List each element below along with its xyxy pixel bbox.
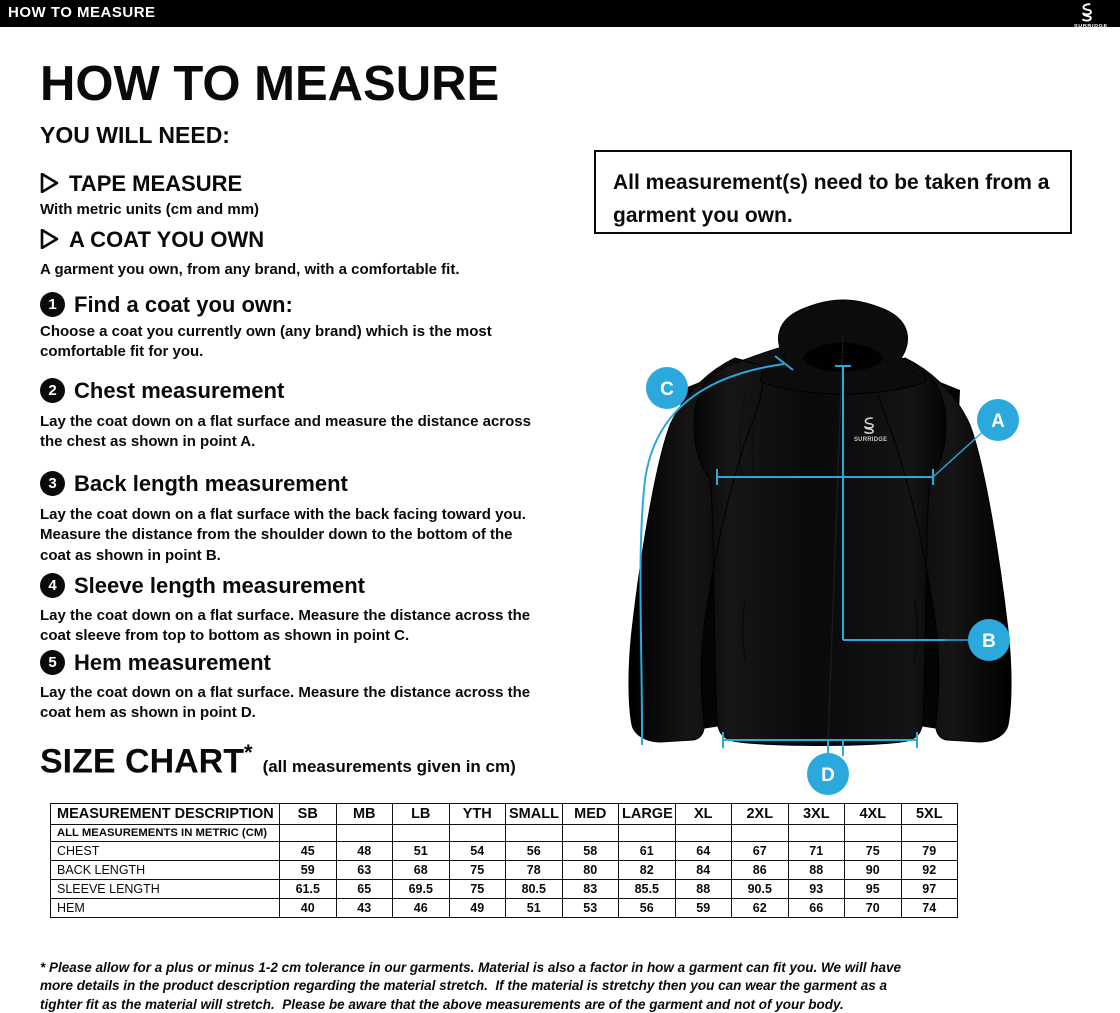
svg-text:A: A	[991, 411, 1005, 432]
svg-text:C: C	[660, 379, 674, 400]
svg-text:B: B	[982, 631, 996, 652]
svg-text:D: D	[821, 765, 835, 786]
